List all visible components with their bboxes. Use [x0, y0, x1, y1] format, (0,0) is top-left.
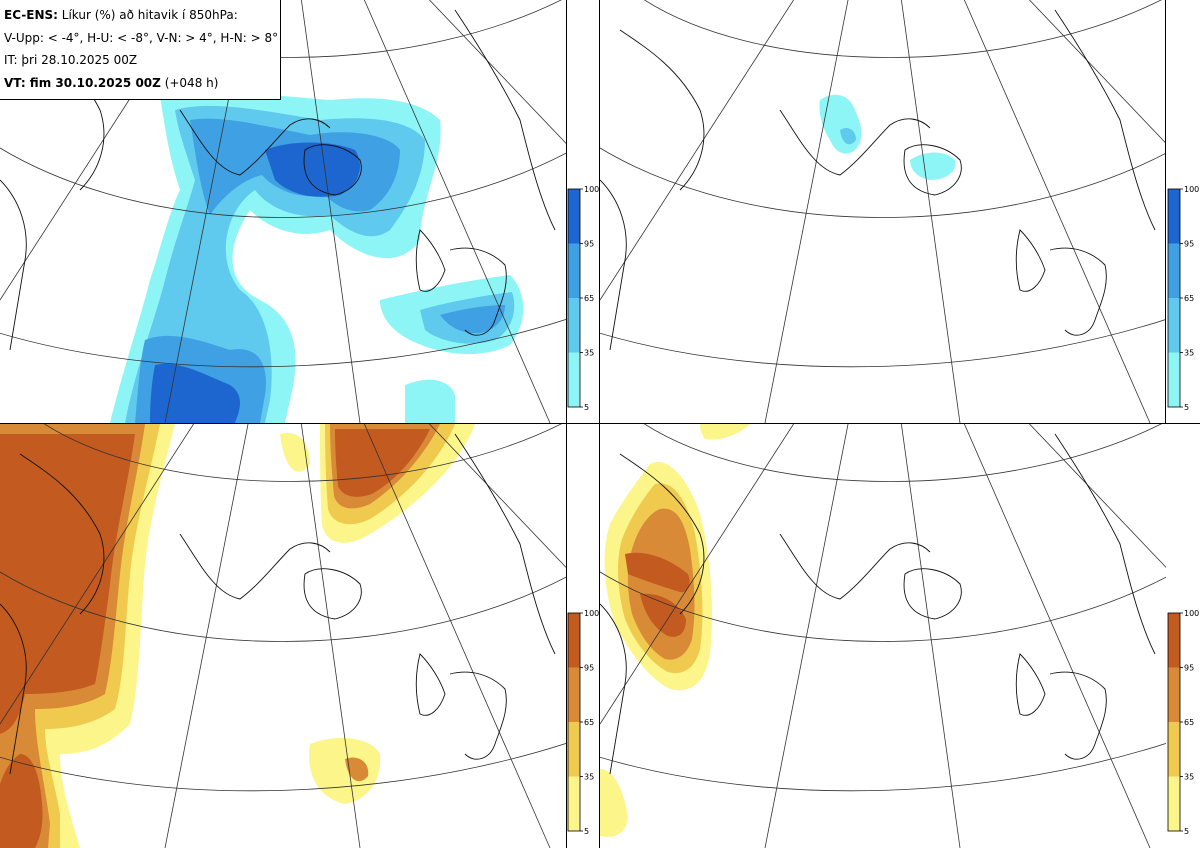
map-panel-v-upp — [0, 0, 566, 423]
thresholds-line: V-Upp: < -4°, H-U: < -8°, V-N: > 4°, H-N… — [4, 30, 279, 45]
colorbar-h-u: 100 95 65 35 5 — [1167, 185, 1199, 412]
vertical-divider-left — [566, 0, 567, 848]
map-v-upp — [0, 0, 566, 423]
graticule — [0, 424, 566, 848]
colorbar-segment — [568, 722, 580, 777]
colorbar-tick-label: 100 — [584, 609, 599, 618]
horizontal-divider — [0, 423, 1200, 424]
prob-shade-5b — [910, 152, 956, 180]
colorbar-v-n: 100 95 65 35 5 — [567, 609, 599, 836]
map-v-n — [0, 424, 566, 848]
prob-shade-95b — [640, 593, 686, 637]
title-line: EC-ENS: Líkur (%) að hitavik í 850hPa: — [4, 4, 280, 27]
colorbar-segment — [1168, 298, 1180, 353]
prob-shade-65c — [345, 757, 369, 782]
colorbar-segment — [1168, 776, 1180, 831]
coastlines — [600, 9, 1156, 351]
colorbar-segment — [1168, 189, 1180, 244]
colorbar-tick-label: 35 — [584, 773, 594, 782]
graticule — [600, 424, 1166, 848]
colorbar-tick-label: 95 — [1184, 664, 1194, 673]
coastlines — [600, 433, 1156, 775]
colorbar-segment — [568, 613, 580, 668]
valid-time: VT: fim 30.10.2025 00Z — [4, 75, 161, 90]
colorbar-segment — [568, 189, 580, 244]
colorbar-segment — [1168, 243, 1180, 298]
prob-shade-35 — [840, 128, 856, 145]
right-border-top — [1165, 0, 1166, 423]
map-h-u — [600, 0, 1166, 423]
prob-shade-65c — [440, 305, 505, 334]
valid-time-line: VT: fim 30.10.2025 00Z (+048 h) — [4, 72, 280, 95]
colorbar-tick-label: 100 — [1184, 609, 1199, 618]
prob-shade-5c — [600, 769, 628, 837]
prob-shade-95 — [625, 552, 690, 593]
vertical-divider-right — [599, 0, 600, 848]
warm-anomaly-field — [600, 424, 750, 837]
prob-shade-5c — [405, 379, 455, 423]
coastlines — [0, 9, 556, 351]
cold-anomaly-field — [819, 94, 956, 180]
colorbar-segment — [1168, 613, 1180, 668]
graticule — [0, 0, 566, 423]
map-panel-v-n — [0, 424, 566, 848]
prob-shade-95b — [150, 364, 240, 423]
colorbar-tick-label: 35 — [1184, 349, 1194, 358]
colorbar-tick-label: 65 — [584, 294, 594, 303]
colorbar-segment — [1168, 667, 1180, 722]
colorbar-tick-label: 35 — [1184, 773, 1194, 782]
graticule — [600, 0, 1166, 423]
cold-anomaly-field — [110, 90, 524, 423]
warm-anomaly-field — [0, 424, 475, 848]
map-panel-h-n — [600, 424, 1166, 848]
colorbar-segment — [1168, 722, 1180, 777]
prob-shade-95c — [0, 754, 43, 848]
title-text: Líkur (%) að hitavik í 850hPa: — [57, 8, 238, 22]
colorbar-tick-label: 100 — [1184, 185, 1199, 194]
colorbar-tick-label: 35 — [584, 349, 594, 358]
colorbar-segment — [1168, 352, 1180, 407]
coastlines — [0, 433, 556, 775]
colorbar-tick-label: 65 — [584, 718, 594, 727]
colorbar-h-n: 100 95 65 35 5 — [1167, 609, 1199, 836]
colorbar-tick-label: 5 — [1184, 827, 1189, 836]
colorbar-segment — [568, 667, 580, 722]
colorbar-segment — [568, 243, 580, 298]
map-panel-h-u — [600, 0, 1166, 423]
colorbar-tick-label: 5 — [584, 827, 589, 836]
colorbar-tick-label: 100 — [584, 185, 599, 194]
colorbar-v-upp: 100 95 65 35 5 — [567, 185, 599, 412]
colorbar-segment — [568, 298, 580, 353]
map-h-n — [600, 424, 1166, 848]
info-box: EC-ENS: Líkur (%) að hitavik í 850hPa: V… — [0, 0, 281, 100]
lead-time: (+048 h) — [160, 75, 219, 90]
colorbar-segment — [568, 776, 580, 831]
colorbar-tick-label: 95 — [584, 240, 594, 249]
colorbar-tick-label: 95 — [1184, 240, 1194, 249]
colorbar-tick-label: 65 — [1184, 294, 1194, 303]
model-label: EC-ENS: — [4, 8, 58, 22]
colorbar-tick-label: 5 — [584, 403, 589, 412]
prob-shade-5b — [700, 424, 750, 440]
prob-shade-5d — [309, 738, 381, 804]
colorbar-tick-label: 65 — [1184, 718, 1194, 727]
prob-shade-5 — [819, 94, 862, 154]
init-time: IT: þri 28.10.2025 00Z — [4, 53, 138, 67]
prob-shade-95 — [265, 142, 360, 197]
colorbar-segment — [568, 352, 580, 407]
colorbar-tick-label: 5 — [1184, 403, 1189, 412]
prob-shade-95b — [335, 429, 430, 497]
prob-shade-5c — [280, 433, 310, 472]
prob-shade-95 — [0, 434, 135, 734]
colorbar-tick-label: 95 — [584, 664, 594, 673]
